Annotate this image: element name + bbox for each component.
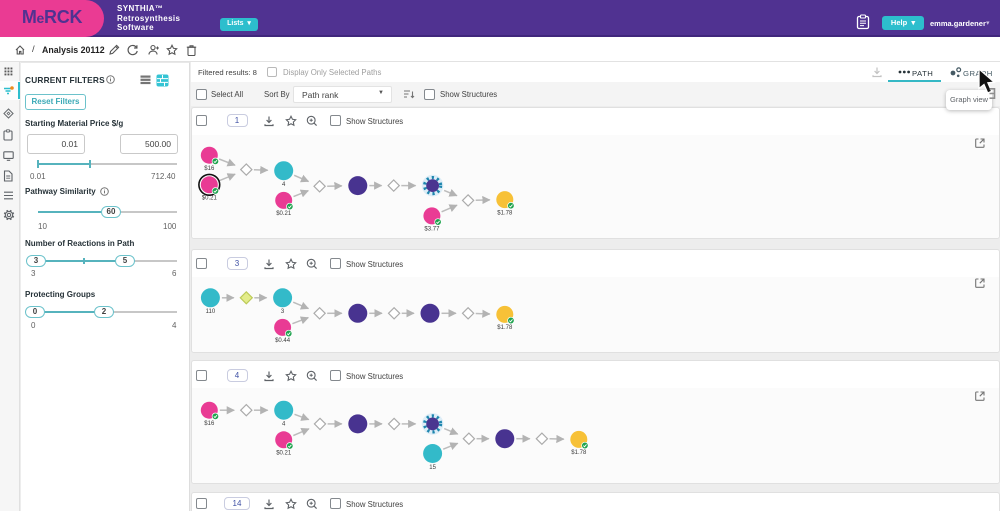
svg-text:$3.77: $3.77 bbox=[424, 227, 440, 233]
svg-text:$0.21: $0.21 bbox=[202, 196, 218, 202]
svg-text:$0.21: $0.21 bbox=[276, 450, 292, 456]
svg-text:15: 15 bbox=[429, 465, 436, 471]
svg-text:4: 4 bbox=[282, 421, 286, 427]
svg-text:3: 3 bbox=[281, 309, 285, 315]
svg-text:110: 110 bbox=[206, 309, 216, 315]
svg-text:$0.44: $0.44 bbox=[275, 338, 291, 344]
svg-text:$1.78: $1.78 bbox=[497, 210, 513, 216]
svg-text:$1.78: $1.78 bbox=[571, 450, 587, 456]
svg-text:$16: $16 bbox=[204, 166, 215, 172]
svg-text:$16: $16 bbox=[204, 421, 215, 427]
svg-text:$1.78: $1.78 bbox=[497, 325, 513, 331]
svg-text:$0.21: $0.21 bbox=[276, 211, 292, 217]
svg-text:4: 4 bbox=[282, 182, 286, 188]
